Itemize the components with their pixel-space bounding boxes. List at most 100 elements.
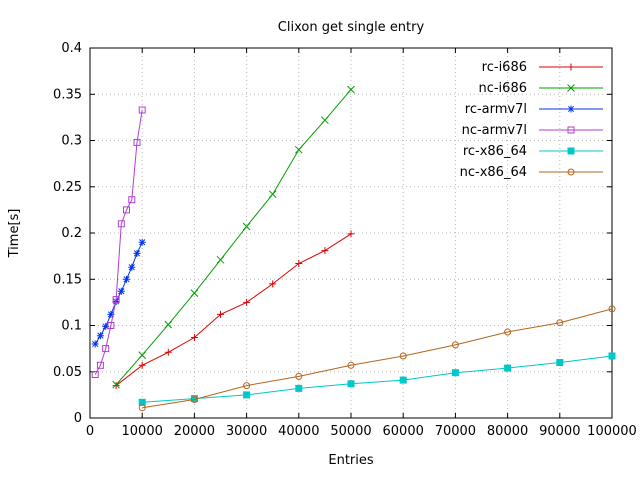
asterisk-marker: [118, 288, 125, 295]
y-tick-label: 0.15: [53, 272, 82, 287]
circle-open-marker: [243, 382, 251, 390]
y-tick-label: 0.25: [53, 180, 82, 195]
asterisk-marker: [97, 332, 104, 339]
circle-open-marker: [138, 404, 146, 412]
x-tick-label: 0: [86, 424, 94, 439]
series-layer: [91, 85, 616, 412]
cross-marker: [216, 255, 225, 264]
circle-open-marker: [399, 352, 407, 360]
legend-label-rc-armv7l: rc-armv7l: [465, 102, 527, 117]
y-tick-label: 0.1: [61, 319, 82, 334]
square-filled-marker: [567, 147, 575, 155]
cross-marker: [164, 320, 173, 329]
plus-marker: [243, 298, 251, 306]
asterisk-marker: [133, 250, 141, 257]
series-line-nc-armv7l: [94, 109, 143, 375]
square-filled-marker: [399, 376, 407, 384]
square-open-marker: [567, 126, 575, 134]
square-open-marker: [138, 106, 146, 114]
x-tick-label: 90000: [539, 424, 580, 439]
legend-label-nc-i686: nc-i686: [478, 81, 527, 96]
plus-marker: [321, 247, 329, 255]
cross-marker: [321, 116, 329, 125]
square-filled-marker: [347, 380, 355, 388]
square-open-marker: [133, 138, 141, 146]
square-open-marker: [96, 361, 104, 369]
square-filled-marker: [556, 359, 564, 366]
plus-marker: [567, 63, 575, 71]
circle-open-marker: [504, 328, 512, 336]
x-tick-label: 40000: [278, 424, 319, 439]
y-tick-label: 0: [74, 411, 82, 426]
legend-label-rc-i686: rc-i686: [482, 60, 527, 75]
x-tick-label: 60000: [383, 424, 424, 439]
x-tick-label: 20000: [174, 424, 215, 439]
square-open-marker: [117, 220, 125, 228]
circle-open-marker: [567, 168, 575, 176]
square-open-marker: [128, 196, 136, 204]
x-tick-label: 30000: [226, 424, 267, 439]
y-tick-label: 0.35: [53, 87, 82, 102]
circle-open-marker: [347, 361, 355, 369]
circle-open-marker: [451, 341, 459, 349]
axes-layer: 0 10000 20000 30000 40000 50000 60000 70000 8000…: [53, 41, 637, 439]
x-tick-label: 100000: [587, 424, 637, 439]
y-tick-label: 0.4: [61, 41, 82, 56]
cross-marker: [112, 380, 120, 389]
legend-layer: rc-i686 nc-i686 rc-armv7l nc-armv7l rc-x86_6…: [460, 60, 603, 180]
cross-marker: [268, 190, 277, 199]
asterisk-marker: [567, 105, 575, 113]
square-filled-marker: [451, 369, 459, 377]
legend-label-nc-armv7l: nc-armv7l: [462, 123, 527, 138]
cross-marker: [294, 145, 303, 154]
square-filled-marker: [504, 364, 512, 372]
circle-open-marker: [556, 319, 564, 327]
x-tick-label: 70000: [435, 424, 476, 439]
cross-marker: [242, 222, 251, 231]
series-line-rc-x86_64: [142, 355, 613, 403]
cross-marker: [347, 85, 355, 94]
plus-marker: [217, 310, 224, 318]
plus-marker: [295, 260, 303, 267]
circle-open-marker: [190, 396, 198, 403]
legend-label-nc-x86_64: nc-x86_64: [460, 165, 527, 180]
circle-open-marker: [295, 372, 303, 380]
series-line-nc-x86_64: [142, 308, 613, 409]
square-filled-marker: [243, 391, 251, 399]
plus-marker: [112, 382, 120, 390]
square-open-marker: [107, 322, 115, 329]
y-axis-label: Time[s]: [7, 209, 22, 259]
chart-title: Clixon get single entry: [278, 20, 425, 35]
circle-open-marker: [608, 305, 616, 313]
plus-marker: [347, 230, 355, 238]
y-tick-label: 0.2: [61, 226, 82, 241]
square-open-marker: [102, 345, 110, 353]
asterisk-marker: [92, 340, 99, 348]
asterisk-marker: [123, 276, 130, 283]
cross-marker: [190, 289, 199, 297]
plus-marker: [269, 280, 277, 288]
plus-marker: [164, 348, 172, 356]
asterisk-marker: [139, 239, 146, 246]
x-tick-label: 50000: [330, 424, 371, 439]
y-tick-label: 0.3: [61, 134, 82, 149]
square-filled-marker: [295, 384, 303, 392]
series-line-rc-i686: [115, 233, 352, 386]
square-open-marker: [123, 206, 130, 214]
square-open-marker: [112, 296, 120, 304]
y-tick-label: 0.05: [53, 365, 82, 380]
plus-marker: [138, 361, 146, 369]
x-tick-label: 10000: [122, 424, 163, 439]
legend-label-rc-x86_64: rc-x86_64: [463, 144, 527, 159]
series-line-nc-i686: [115, 89, 352, 386]
x-tick-label: 80000: [487, 424, 528, 439]
square-filled-marker: [608, 352, 616, 360]
x-axis-label: Entries: [328, 453, 374, 468]
plus-marker: [190, 334, 198, 341]
cross-marker: [138, 351, 147, 359]
cross-marker: [567, 84, 575, 92]
asterisk-marker: [128, 264, 135, 271]
square-open-marker: [91, 371, 99, 378]
